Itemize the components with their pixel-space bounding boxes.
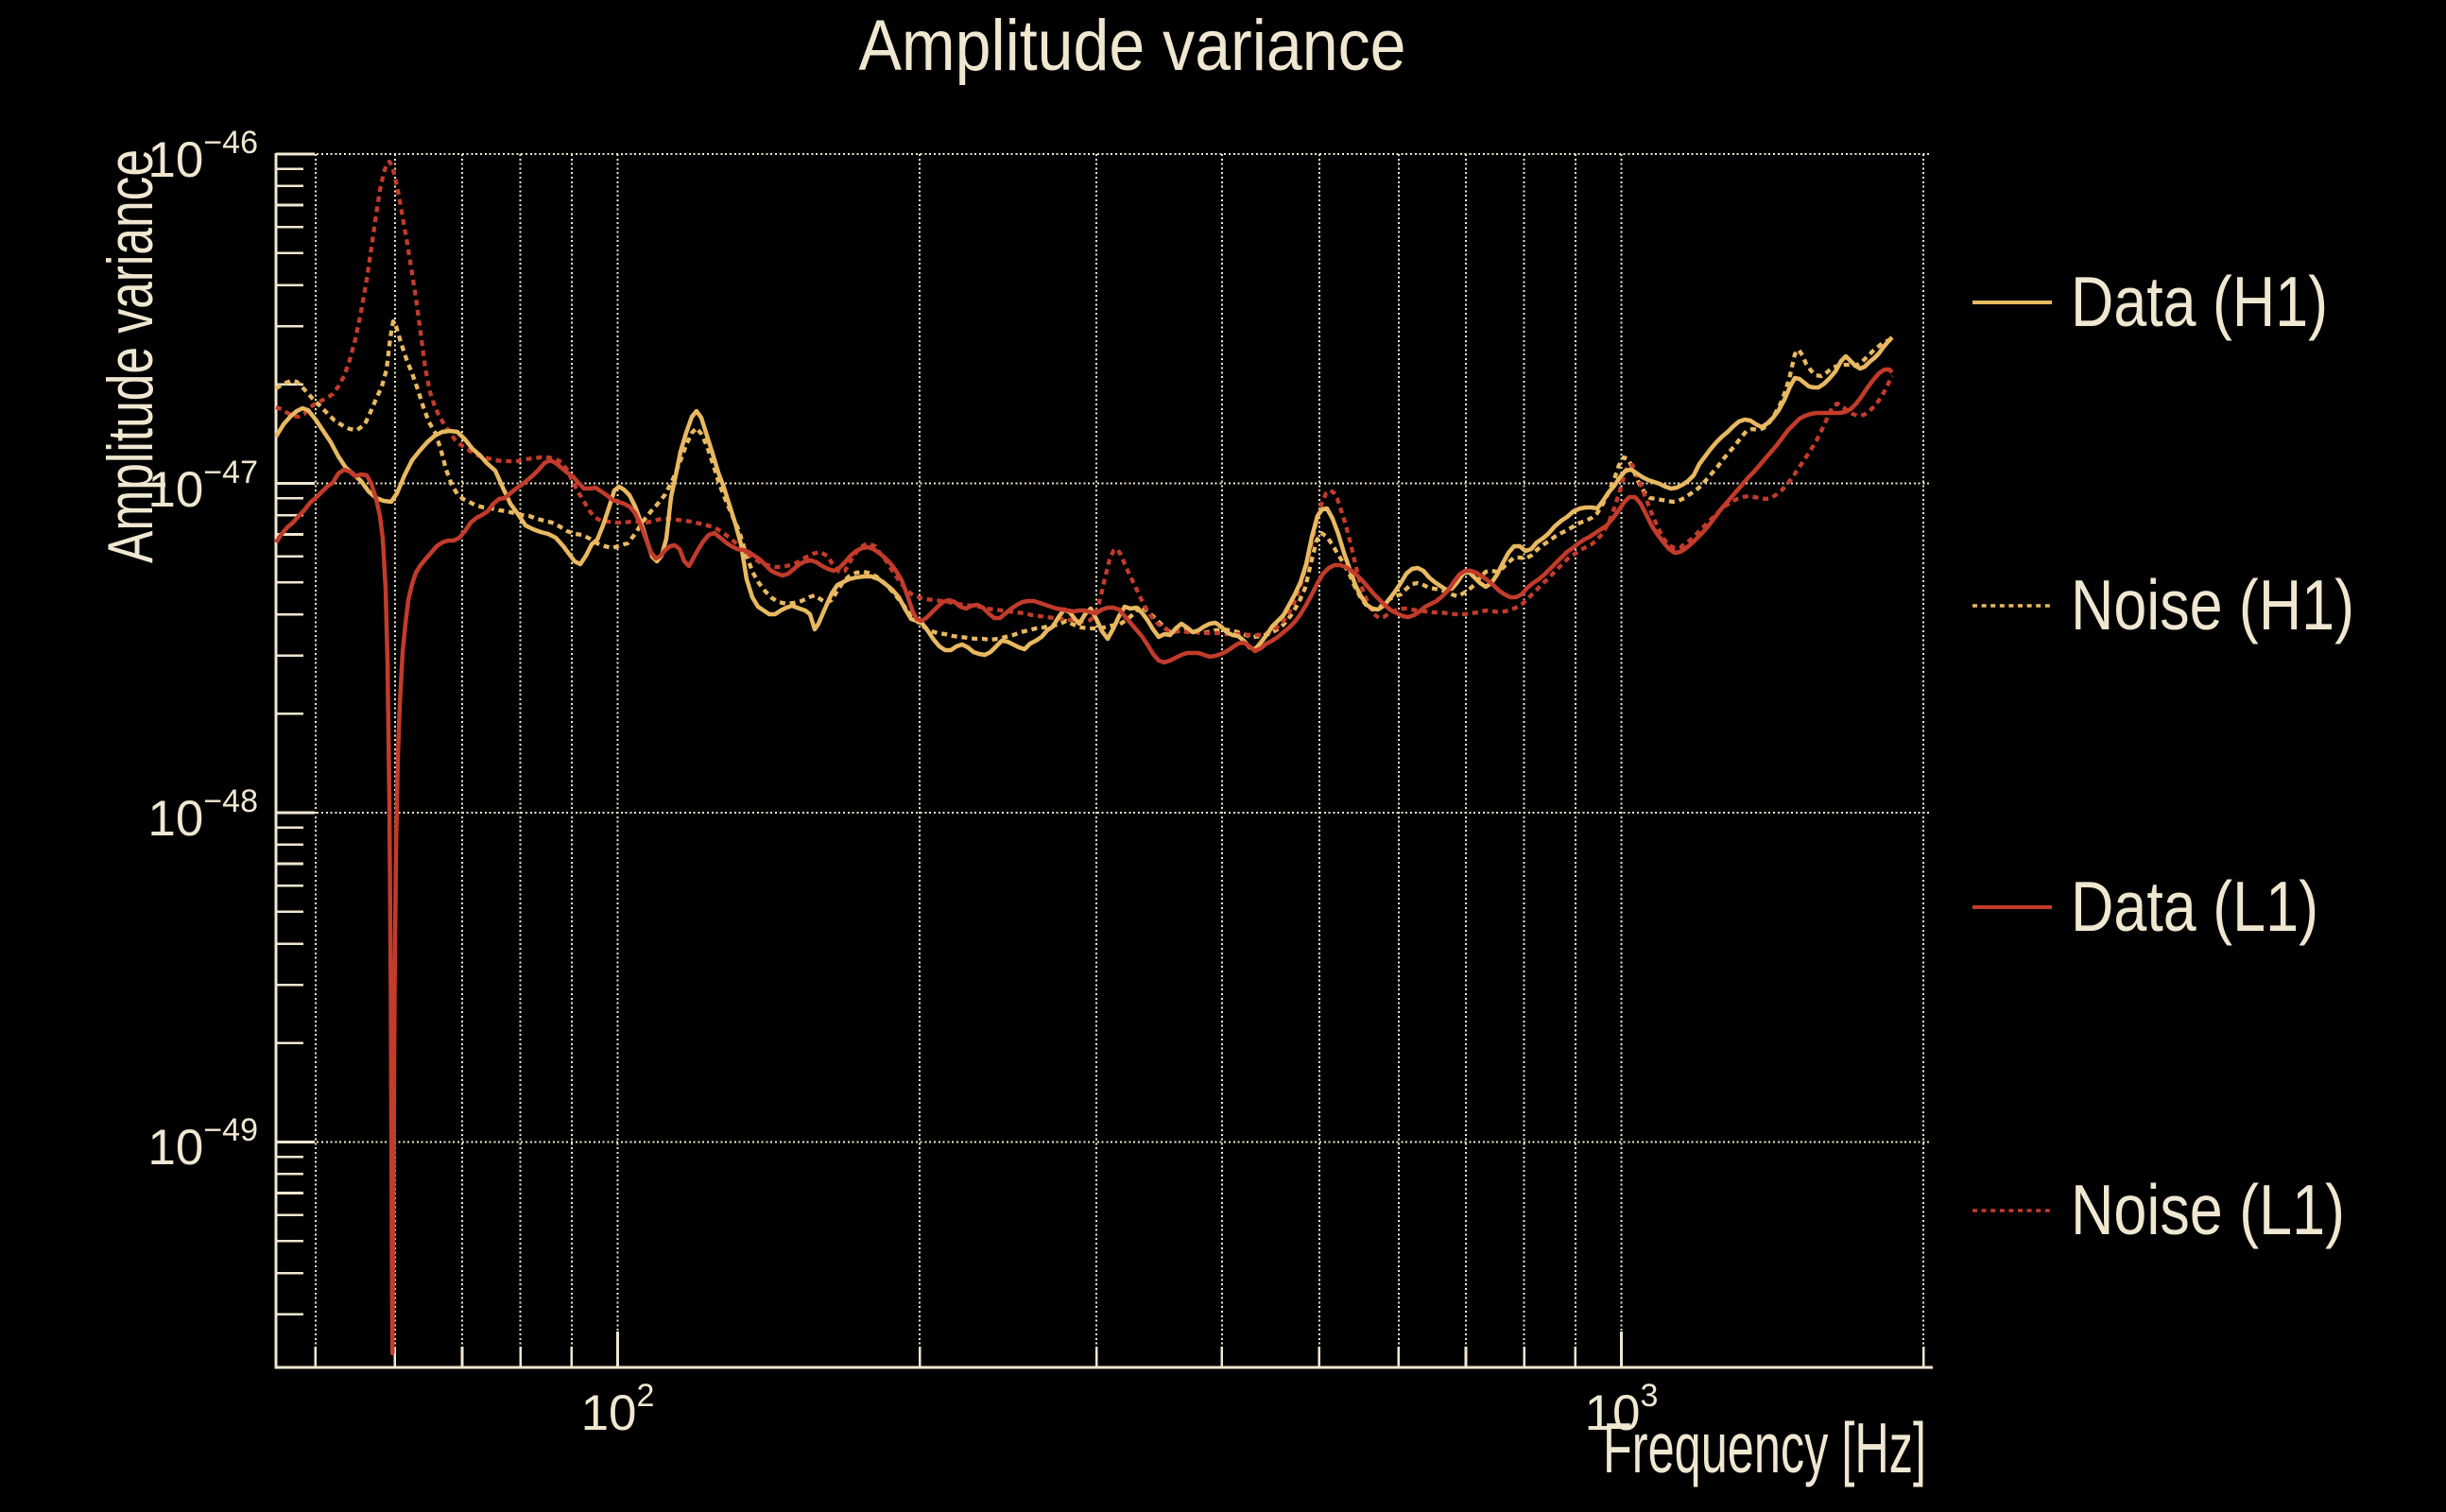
svg-text:10−47: 10−47 <box>147 455 258 518</box>
svg-text:Frequency [Hz]: Frequency [Hz] <box>1603 1408 1926 1487</box>
svg-text:10−46: 10−46 <box>147 125 258 188</box>
svg-text:10−48: 10−48 <box>147 783 258 847</box>
svg-text:Noise (H1): Noise (H1) <box>2071 565 2354 644</box>
svg-text:Data (L1): Data (L1) <box>2071 867 2318 946</box>
svg-text:102: 102 <box>581 1378 655 1441</box>
svg-text:Noise (L1): Noise (L1) <box>2071 1170 2345 1249</box>
svg-text:Data (H1): Data (H1) <box>2071 262 2328 341</box>
svg-text:10−49: 10−49 <box>147 1112 258 1176</box>
svg-text:Amplitude variance: Amplitude variance <box>95 149 166 563</box>
svg-text:Amplitude variance: Amplitude variance <box>859 6 1406 86</box>
svg-text:103: 103 <box>1585 1378 1659 1441</box>
